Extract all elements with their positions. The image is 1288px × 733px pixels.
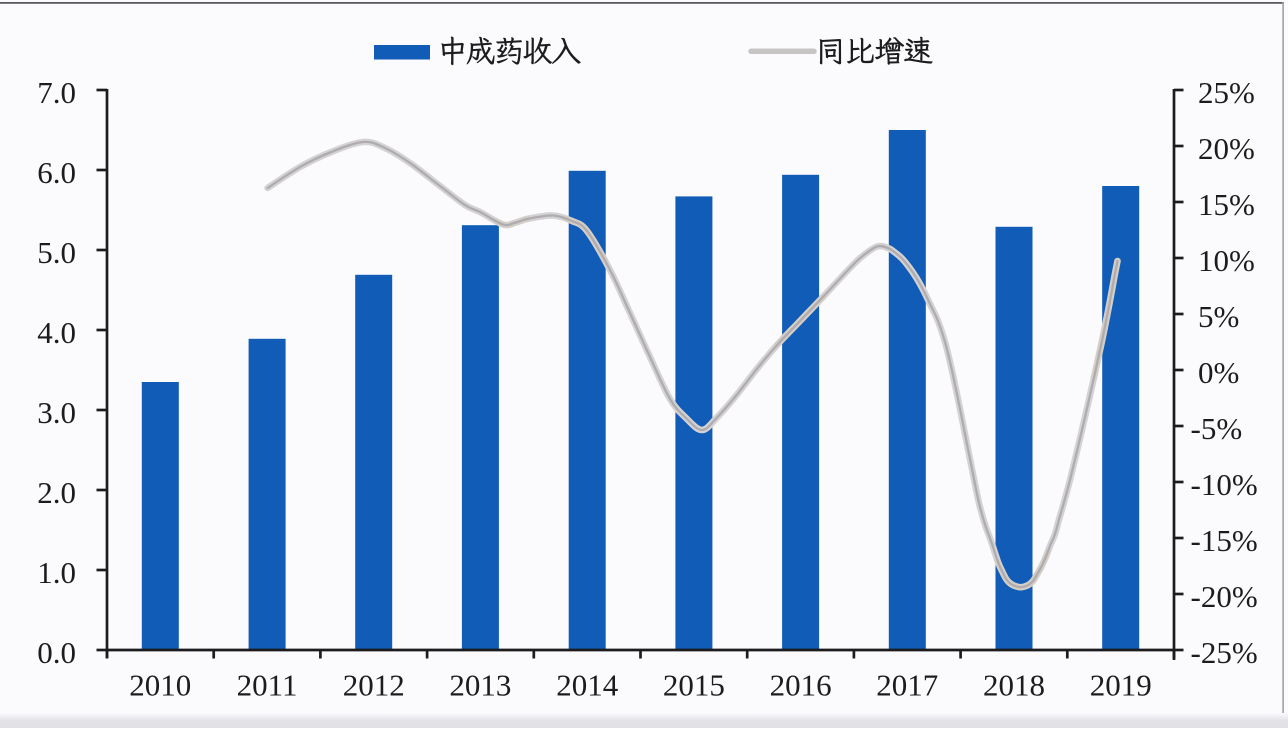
svg-text:2018: 2018 <box>983 668 1045 703</box>
svg-text:2017: 2017 <box>876 668 938 703</box>
svg-text:3.0: 3.0 <box>37 395 76 430</box>
svg-text:-5%: -5% <box>1191 411 1243 446</box>
svg-text:2011: 2011 <box>237 668 298 703</box>
svg-text:2.0: 2.0 <box>37 475 76 510</box>
svg-text:0%: 0% <box>1198 355 1239 390</box>
svg-text:-15%: -15% <box>1191 523 1258 558</box>
svg-text:2010: 2010 <box>129 668 191 703</box>
svg-text:25%: 25% <box>1198 75 1255 110</box>
svg-text:7.0: 7.0 <box>37 75 76 110</box>
svg-text:-25%: -25% <box>1191 635 1258 670</box>
svg-text:2015: 2015 <box>663 668 725 703</box>
svg-text:20%: 20% <box>1198 131 1255 166</box>
svg-text:5%: 5% <box>1198 299 1239 334</box>
svg-text:4.0: 4.0 <box>37 315 76 350</box>
svg-text:-10%: -10% <box>1191 467 1258 502</box>
svg-text:-20%: -20% <box>1191 579 1258 614</box>
svg-text:0.0: 0.0 <box>37 635 76 670</box>
svg-text:2016: 2016 <box>770 668 832 703</box>
svg-text:15%: 15% <box>1198 187 1255 222</box>
svg-text:5.0: 5.0 <box>37 235 76 270</box>
svg-text:2012: 2012 <box>343 668 405 703</box>
svg-text:2013: 2013 <box>449 668 511 703</box>
svg-text:2014: 2014 <box>556 668 619 703</box>
svg-text:2019: 2019 <box>1090 668 1152 703</box>
svg-text:1.0: 1.0 <box>37 555 76 590</box>
svg-text:10%: 10% <box>1198 243 1255 278</box>
svg-text:6.0: 6.0 <box>37 155 76 190</box>
